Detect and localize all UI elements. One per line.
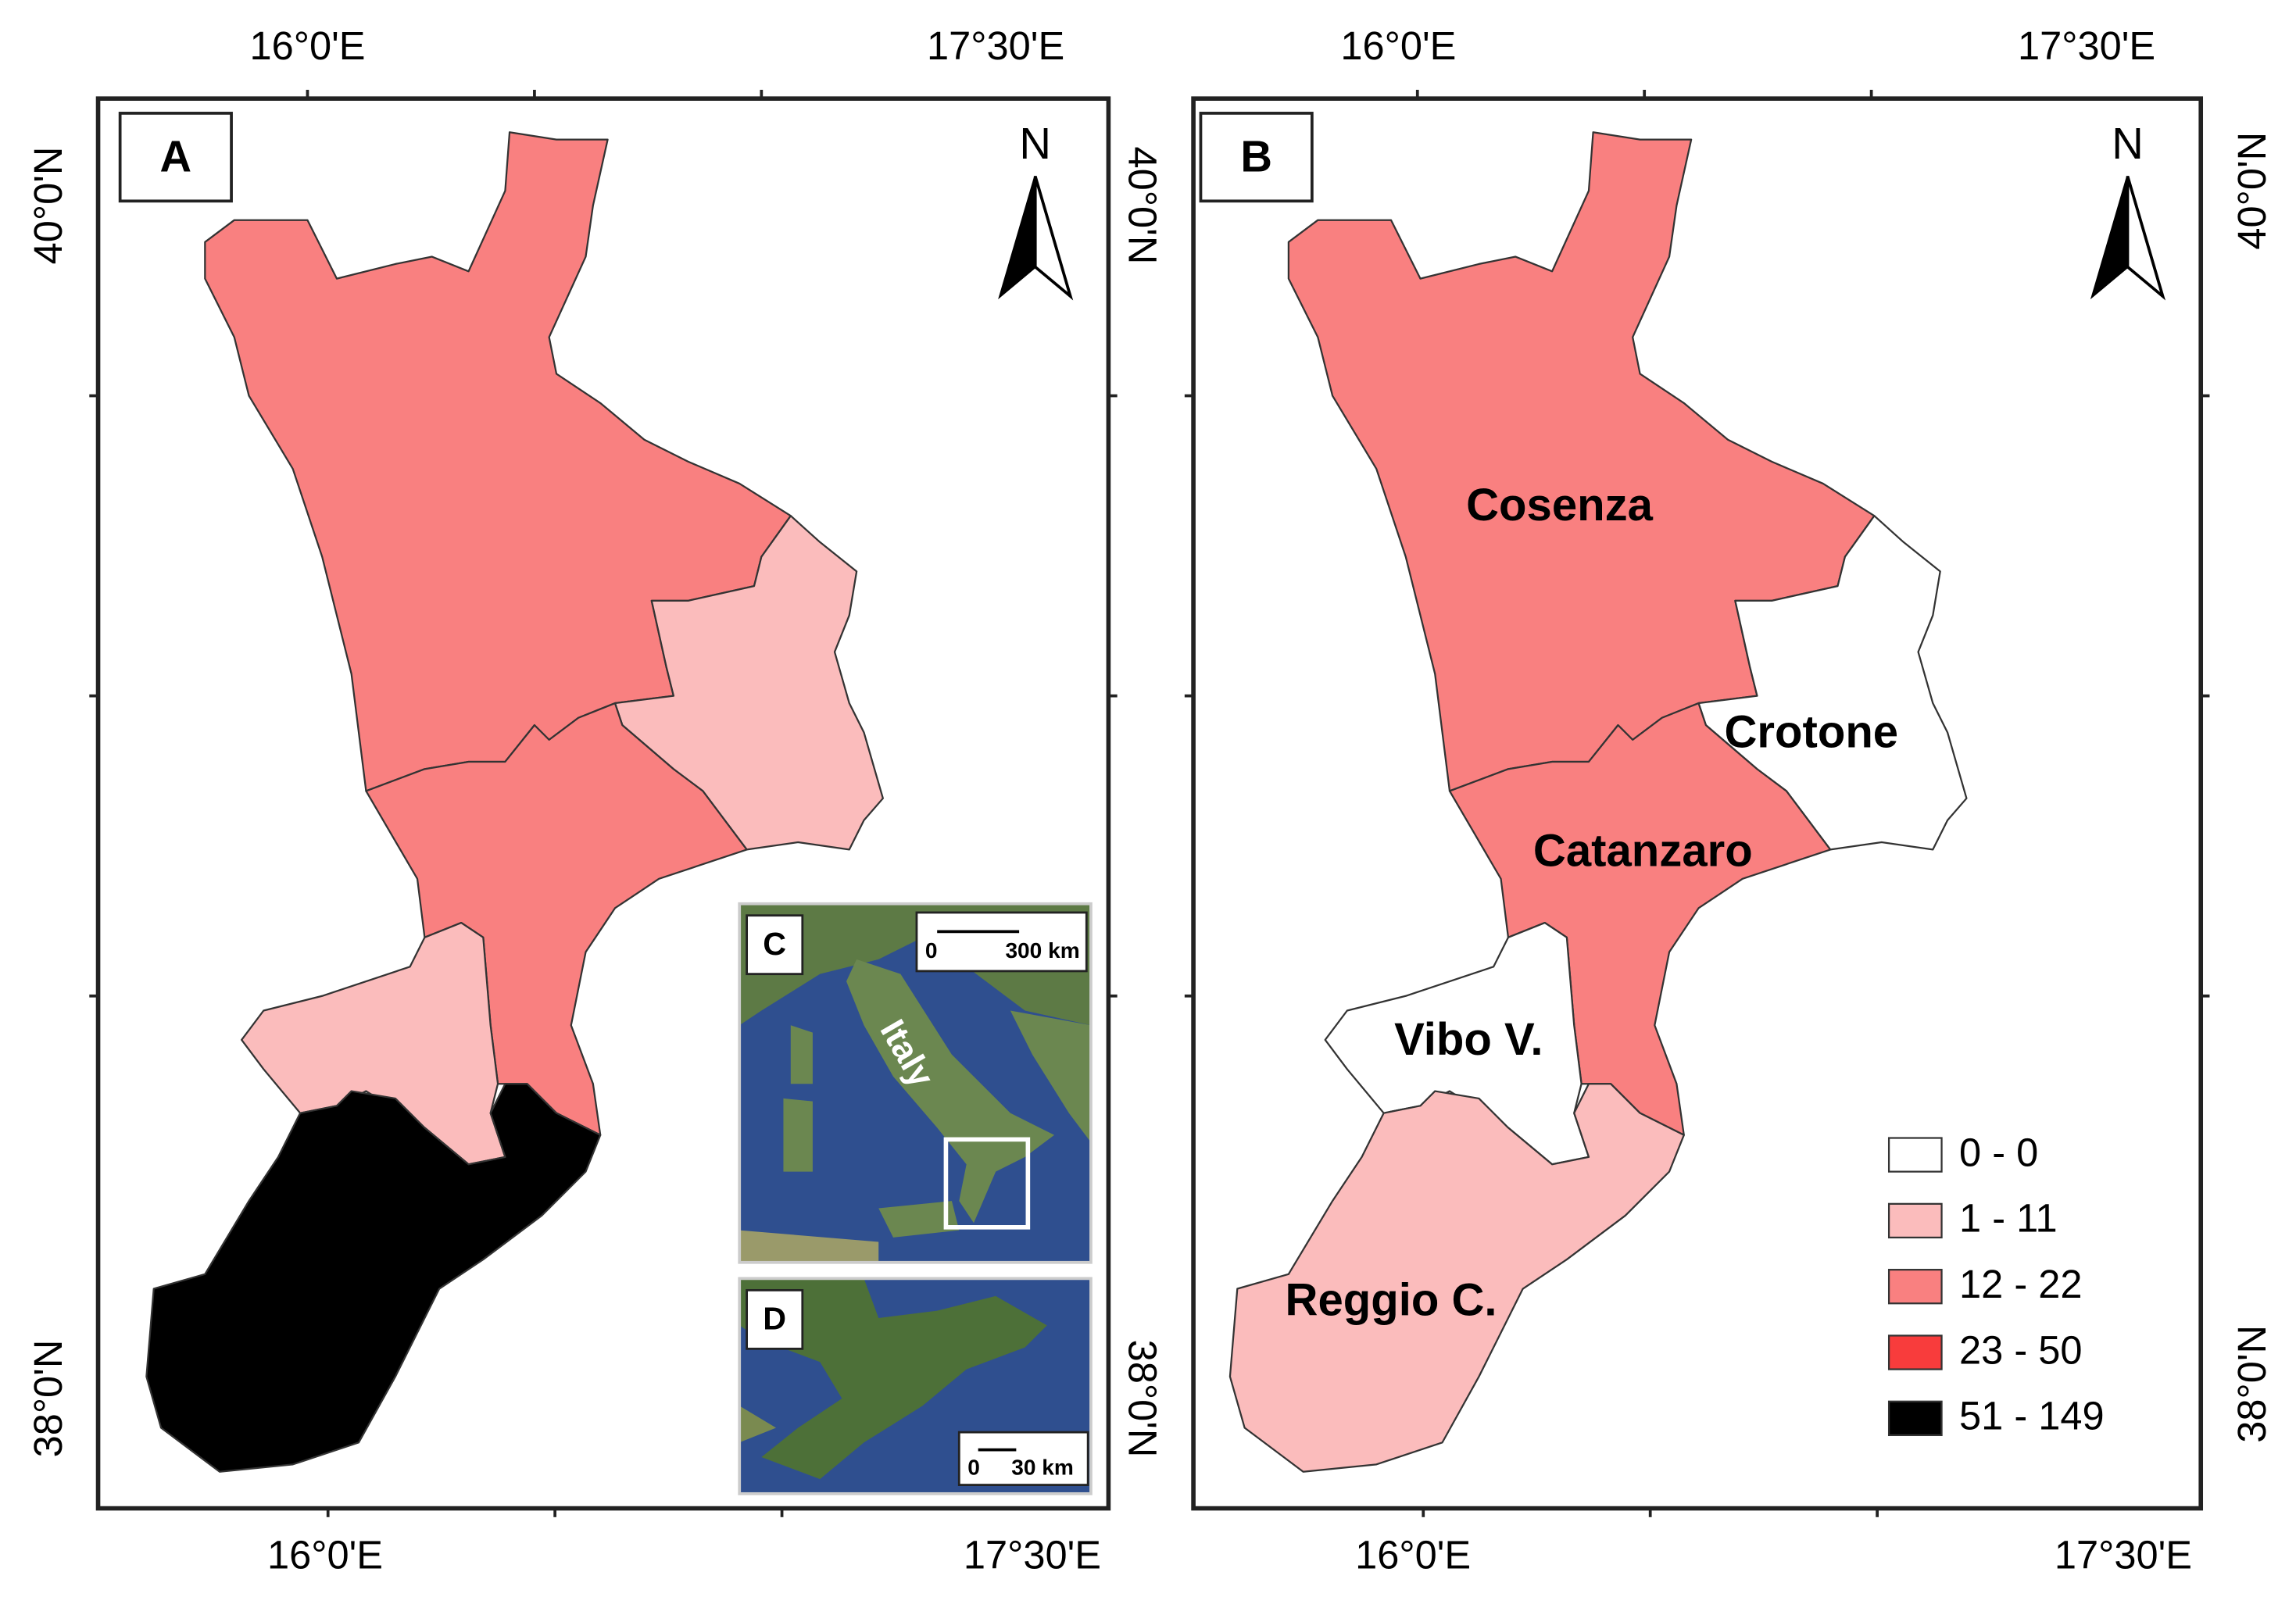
map-frame xyxy=(1191,96,2204,1511)
inset-letter: C xyxy=(763,926,786,962)
inset-letter: D xyxy=(763,1301,786,1337)
latitude-label: 40°0'N xyxy=(2230,132,2274,250)
latitude-label: 38°0'N xyxy=(1120,1340,1164,1458)
legend-label: 0 - 0 xyxy=(1959,1130,2038,1174)
scale-bar-label: 0 xyxy=(967,1455,980,1479)
inset-land xyxy=(1010,1010,1091,1143)
north-arrow-right xyxy=(1033,175,1074,301)
inset-letter-box xyxy=(746,914,804,976)
panel-letter: A xyxy=(160,132,192,181)
region-label: Crotone xyxy=(1724,707,1898,758)
panel-letter-box xyxy=(118,112,233,203)
legend-label: 51 - 149 xyxy=(1959,1394,2105,1438)
longitude-label: 17°30'E xyxy=(2055,1533,2192,1577)
inset-land xyxy=(739,1278,1047,1480)
longitude-label: 17°30'E xyxy=(2018,23,2155,68)
legend-label: 23 - 50 xyxy=(1959,1327,2082,1372)
region-label: Catanzaro xyxy=(1533,825,1753,876)
legend-label: 1 - 11 xyxy=(1959,1196,2058,1241)
region-label: Cosenza xyxy=(1466,480,1654,530)
longitude-label: 16°0'E xyxy=(267,1533,383,1577)
longitude-label: 16°0'E xyxy=(249,23,365,68)
longitude-label: 16°0'E xyxy=(1340,23,1456,68)
inset-land xyxy=(739,1406,777,1443)
longitude-label: 16°0'E xyxy=(1355,1533,1471,1577)
inset-land xyxy=(739,1230,879,1263)
legend-swatch xyxy=(1887,1334,1943,1370)
inset-land xyxy=(783,1098,813,1172)
inset-land xyxy=(878,1201,960,1238)
inset-land xyxy=(790,1025,813,1084)
panel-letter: B xyxy=(1240,132,1272,181)
latitude-label: 38°0'N xyxy=(2230,1325,2274,1443)
region xyxy=(1228,1083,1685,1473)
latitude-label: 38°0'N xyxy=(26,1340,70,1458)
inset-land xyxy=(846,959,1055,1224)
region xyxy=(145,1083,602,1473)
map-panel xyxy=(1228,131,1968,1473)
scale-bar-bg xyxy=(915,911,1088,973)
scale-bar-label: 0 xyxy=(925,938,938,963)
map-frame xyxy=(95,96,1111,1511)
inset-frame xyxy=(738,1277,1093,1495)
region xyxy=(241,921,506,1166)
longitude-label: 17°30'E xyxy=(927,23,1064,68)
north-label: N xyxy=(2112,119,2144,168)
scale-bar-label: 30 km xyxy=(1011,1455,1074,1479)
map-panel xyxy=(145,131,884,1473)
region-label: Vibo V. xyxy=(1394,1014,1543,1065)
inset-letter-box xyxy=(746,1288,804,1350)
latitude-label: 40°0'N xyxy=(26,147,70,265)
scale-bar-bg xyxy=(957,1431,1089,1486)
longitude-label: 17°30'E xyxy=(964,1533,1101,1577)
legend-swatch xyxy=(1887,1269,1943,1305)
north-arrow-right xyxy=(2126,175,2166,301)
legend-swatch xyxy=(1887,1400,1943,1437)
region xyxy=(1324,921,1590,1166)
north-label: N xyxy=(1019,119,1051,168)
legend-label: 12 - 22 xyxy=(1959,1262,2082,1306)
region-label: Reggio C. xyxy=(1286,1275,1497,1326)
legend-swatch xyxy=(1887,1202,1943,1239)
inset-extent-box xyxy=(943,1137,1031,1230)
inset-frame xyxy=(738,902,1093,1264)
inset-map: 0 300 km C xyxy=(738,902,1093,1264)
latitude-label: 40°0'N xyxy=(1120,147,1164,265)
legend-swatch xyxy=(1887,1137,1943,1173)
inset-map: 0 30 km D xyxy=(738,1277,1093,1495)
scale-bar-label: 300 km xyxy=(1005,938,1079,963)
panel-letter-box xyxy=(1199,112,1314,203)
